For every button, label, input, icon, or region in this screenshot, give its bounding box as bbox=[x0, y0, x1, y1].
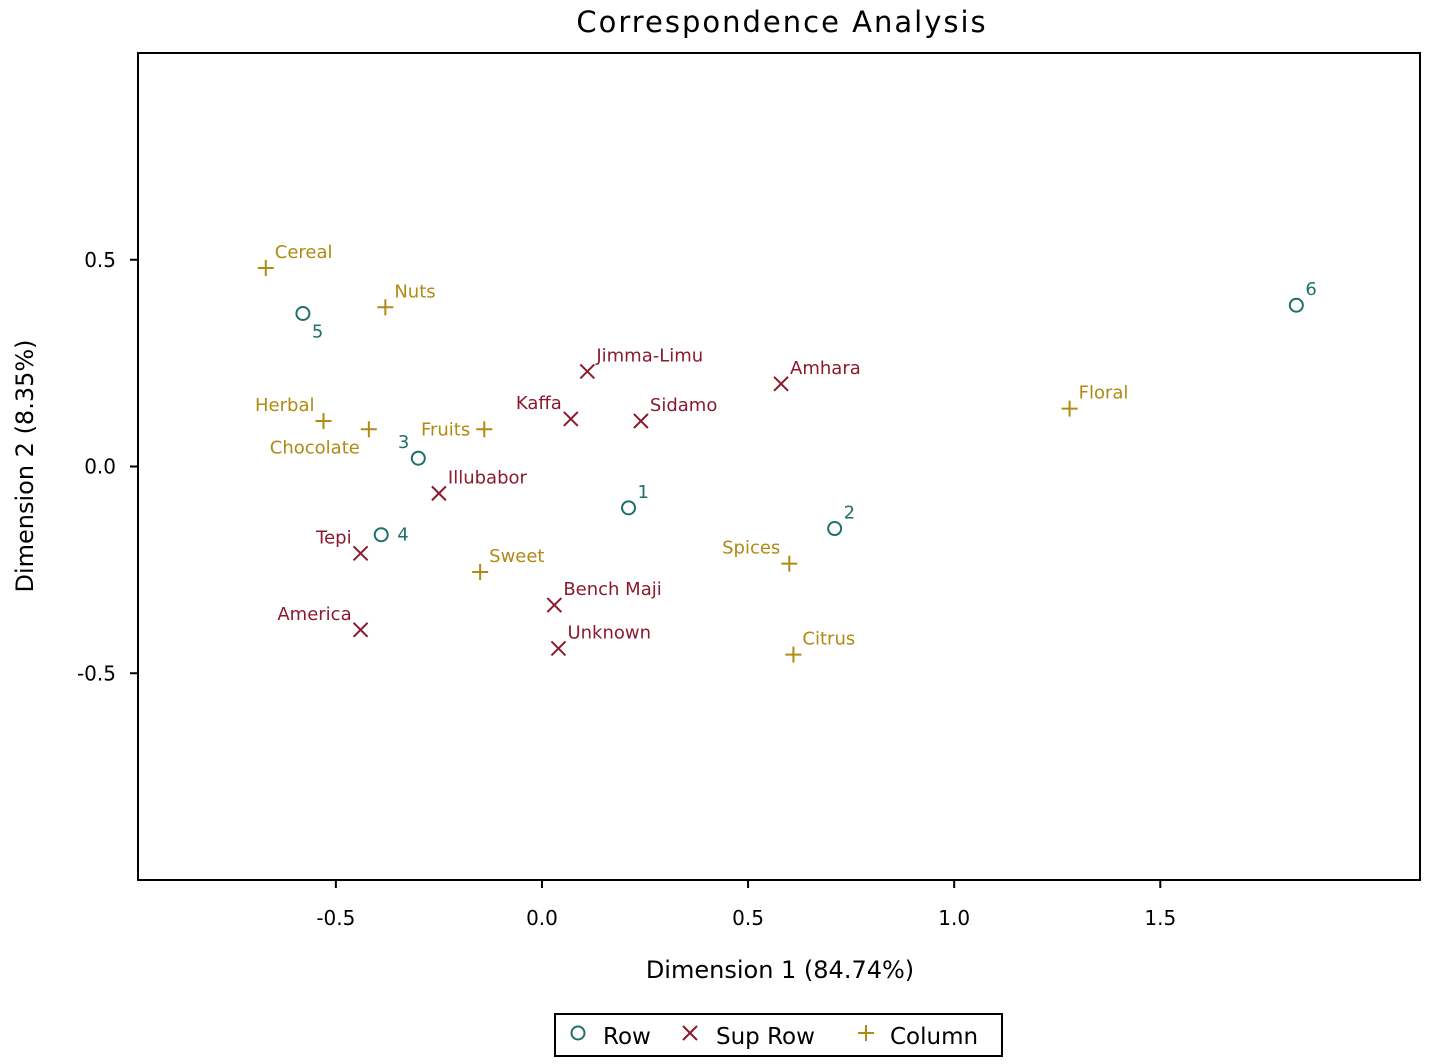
x-tick-label: 1.5 bbox=[1144, 906, 1176, 930]
legend-frame bbox=[554, 1013, 1003, 1057]
x-tick-label: 1.0 bbox=[938, 906, 970, 930]
suprow-label-sidamo: Sidamo bbox=[650, 395, 717, 416]
column-label-cereal: Cereal bbox=[275, 242, 333, 263]
suprow-point-america bbox=[352, 622, 369, 638]
row-label-1: 1 bbox=[638, 482, 649, 503]
legend-row-label: Row bbox=[603, 1024, 651, 1050]
legend-column-marker bbox=[858, 1025, 874, 1041]
y-axis-label: Dimension 2 (8.35%) bbox=[11, 339, 39, 592]
x-tick-label: -0.5 bbox=[316, 906, 355, 930]
suprow-label-unknown: Unknown bbox=[567, 622, 651, 643]
row-point-2 bbox=[827, 521, 843, 537]
suprow-point-sidamo bbox=[633, 413, 649, 429]
row-point-5 bbox=[295, 306, 311, 322]
column-point-floral bbox=[1061, 400, 1078, 417]
suprow-point-illubabor bbox=[431, 485, 447, 502]
suprow-point-bench-maji bbox=[546, 597, 563, 613]
column-point-spices bbox=[781, 555, 798, 572]
x-axis-label: Dimension 1 (84.74%) bbox=[646, 956, 914, 984]
column-point-nuts bbox=[377, 299, 394, 316]
suprow-label-jimma-limu: Jimma-Limu bbox=[595, 345, 703, 366]
row-label-5: 5 bbox=[312, 322, 323, 343]
x-tick-label: 0.5 bbox=[732, 906, 764, 930]
row-point-6 bbox=[1288, 297, 1304, 313]
plot-area-frame bbox=[137, 52, 1421, 881]
row-label-6: 6 bbox=[1305, 279, 1316, 300]
suprow-label-america: America bbox=[277, 604, 351, 625]
column-label-sweet: Sweet bbox=[489, 546, 544, 567]
legend-suprow-label: Sup Row bbox=[716, 1024, 815, 1050]
row-point-4 bbox=[373, 527, 389, 543]
column-point-citrus bbox=[785, 646, 802, 663]
suprow-point-unknown bbox=[550, 640, 567, 657]
legend-suprow-marker bbox=[682, 1025, 698, 1041]
suprow-label-kaffa: Kaffa bbox=[516, 393, 562, 414]
column-point-sweet bbox=[472, 563, 489, 580]
y-tick-label: -0.5 bbox=[77, 661, 116, 685]
column-point-fruits bbox=[476, 421, 493, 438]
suprow-label-bench-maji: Bench Maji bbox=[563, 579, 661, 600]
column-label-chocolate: Chocolate bbox=[270, 437, 360, 458]
suprow-point-jimma-limu bbox=[579, 363, 596, 380]
suprow-label-tepi: Tepi bbox=[315, 527, 351, 548]
suprow-point-tepi bbox=[352, 545, 369, 562]
column-label-floral: Floral bbox=[1079, 383, 1129, 404]
legend-row-marker bbox=[570, 1025, 586, 1041]
suprow-point-kaffa bbox=[563, 411, 579, 427]
column-point-chocolate bbox=[360, 421, 377, 438]
chart-title: Correspondence Analysis bbox=[576, 5, 987, 39]
column-label-spices: Spices bbox=[722, 538, 780, 559]
row-label-4: 4 bbox=[397, 525, 408, 546]
row-point-1 bbox=[621, 500, 637, 516]
y-tick-label: 0.5 bbox=[84, 248, 116, 272]
column-label-herbal: Herbal bbox=[255, 395, 314, 416]
legend-column-label: Column bbox=[890, 1024, 978, 1050]
suprow-label-illubabor: Illubabor bbox=[448, 467, 528, 488]
x-axis-ticks: -0.5 0.0 0.5 1.0 1.5 bbox=[316, 880, 1176, 930]
data-points: 1 2 3 4 5 6 Jimma-Limu Amhara Kaffa Sidamo Illubab… bbox=[255, 242, 1317, 663]
column-point-herbal bbox=[315, 413, 332, 430]
y-tick-label: 0.0 bbox=[84, 455, 116, 479]
column-label-citrus: Citrus bbox=[802, 629, 855, 650]
x-tick-label: 0.0 bbox=[526, 906, 558, 930]
column-label-fruits: Fruits bbox=[421, 419, 470, 440]
row-label-3: 3 bbox=[398, 432, 409, 453]
y-axis-ticks: 0.5 0.0 -0.5 bbox=[77, 248, 138, 685]
suprow-label-amhara: Amhara bbox=[790, 358, 861, 379]
column-label-nuts: Nuts bbox=[394, 281, 435, 302]
row-label-2: 2 bbox=[844, 503, 855, 524]
row-point-3 bbox=[410, 450, 426, 466]
legend: Row Sup Row Column bbox=[554, 1013, 1003, 1057]
suprow-point-amhara bbox=[773, 376, 789, 392]
column-point-cereal bbox=[257, 260, 274, 277]
